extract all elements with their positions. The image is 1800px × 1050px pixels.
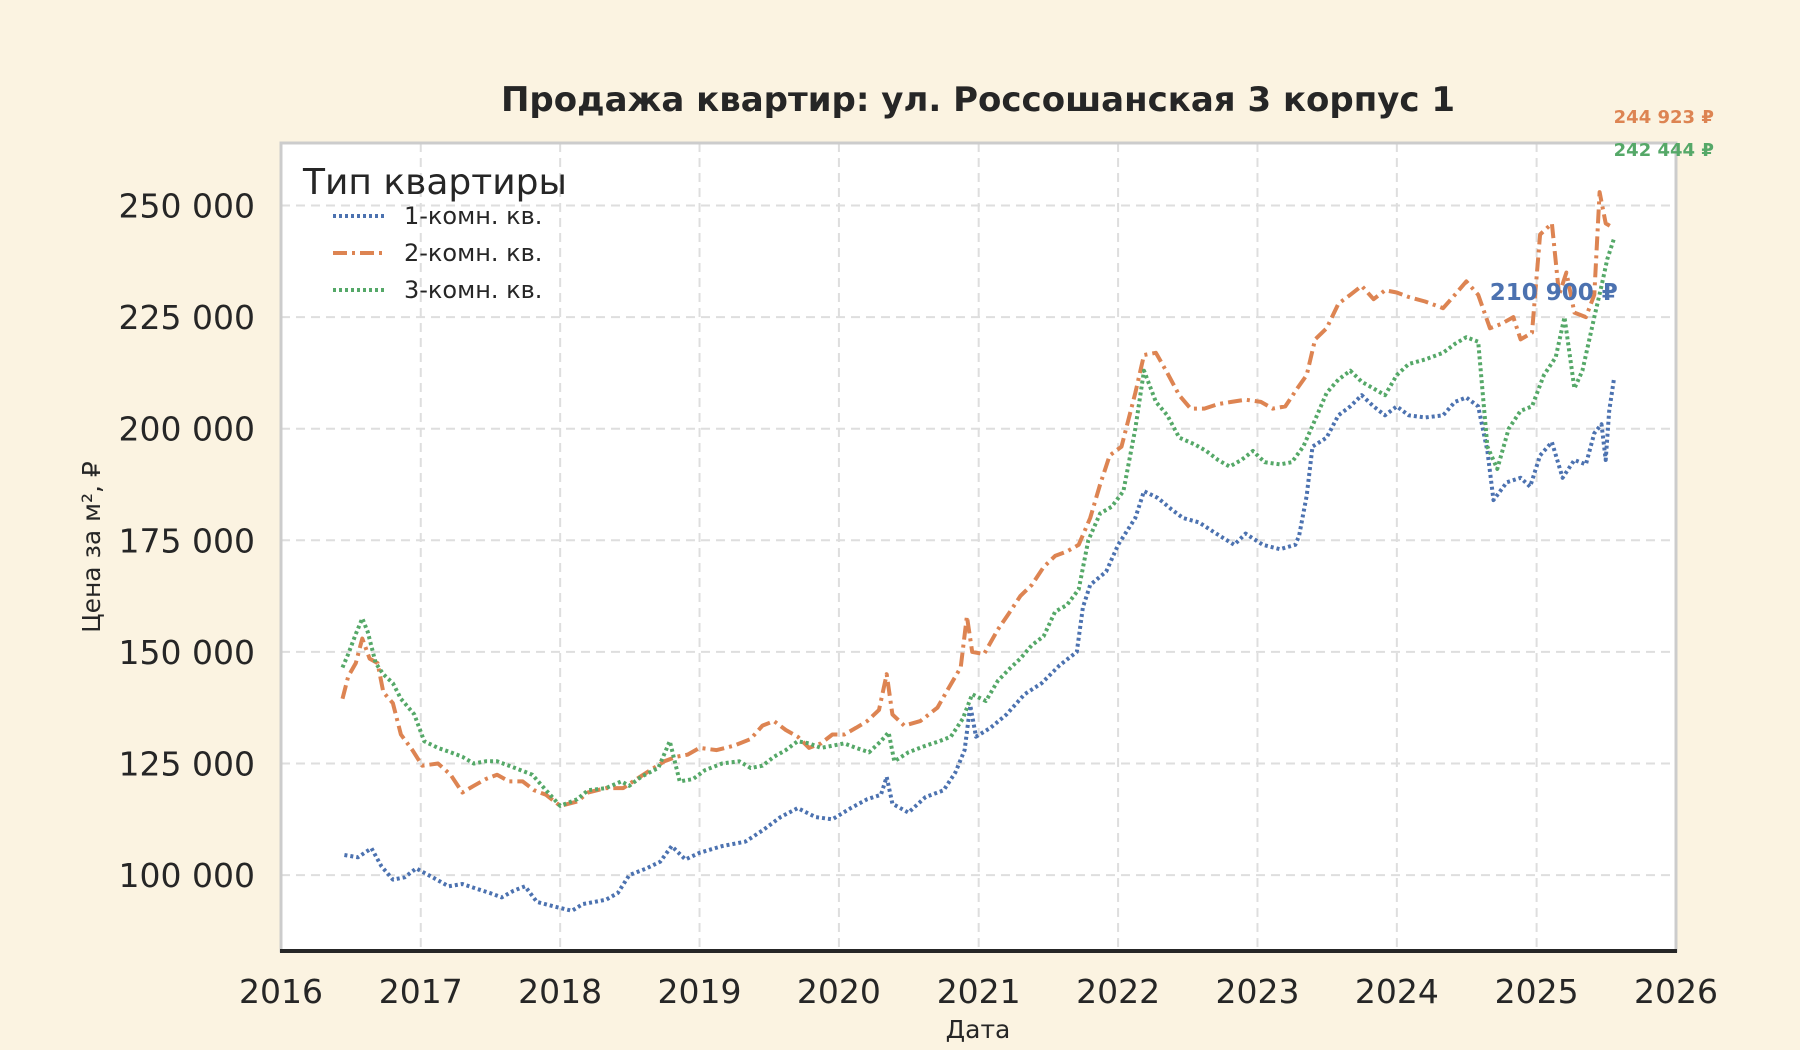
x-tick-label: 2017 xyxy=(379,972,463,1011)
x-tick-label: 2022 xyxy=(1076,972,1160,1011)
legend: Тип квартиры 1-комн. кв. 2-комн. кв. 3-ком… xyxy=(302,162,567,304)
y-tick-label: 200 000 xyxy=(119,410,255,449)
y-tick-label: 175 000 xyxy=(119,521,255,560)
legend-entries: 1-комн. кв. 2-комн. кв. 3-комн. кв. xyxy=(333,202,542,304)
legend-label-2: 2-комн. кв. xyxy=(404,239,542,267)
series-line-2 xyxy=(340,190,1615,808)
series-line-3 xyxy=(340,238,1616,808)
x-tick-label: 2016 xyxy=(239,972,323,1011)
y-tick-label: 225 000 xyxy=(119,298,255,337)
y-axis-ticks: 100 000 125 000 150 000 175 000 200 000 225 0… xyxy=(119,186,255,895)
legend-label-3: 3-комн. кв. xyxy=(404,276,542,304)
x-tick-label: 2018 xyxy=(518,972,602,1011)
y-tick-label: 250 000 xyxy=(119,186,255,225)
end-value-labels: 210 900 ₽ 244 923 ₽ 242 444 ₽ xyxy=(1490,107,1714,306)
x-tick-label: 2020 xyxy=(797,972,881,1011)
x-tick-label: 2021 xyxy=(937,972,1021,1011)
y-tick-label: 150 000 xyxy=(119,633,255,672)
y-tick-label: 100 000 xyxy=(119,856,255,895)
x-tick-label: 2026 xyxy=(1634,972,1718,1011)
chart-title: Продажа квартир: ул. Россошанская 3 корп… xyxy=(501,80,1455,120)
end-value-label-2: 244 923 ₽ xyxy=(1614,107,1714,128)
x-tick-label: 2023 xyxy=(1215,972,1299,1011)
x-axis-label: Дата xyxy=(946,1015,1011,1044)
series-lines xyxy=(340,190,1616,913)
end-value-label-1: 210 900 ₽ xyxy=(1490,280,1618,306)
y-tick-label: 125 000 xyxy=(119,745,255,784)
plot-area-background xyxy=(281,143,1676,951)
y-axis-label: Цена за м², ₽ xyxy=(77,461,106,633)
end-value-label-3: 242 444 ₽ xyxy=(1614,140,1714,161)
x-axis-ticks: 2016 2017 2018 2019 2020 2021 2022 2023 2024 2025… xyxy=(239,972,1718,1011)
legend-title: Тип квартиры xyxy=(302,162,567,203)
x-tick-label: 2025 xyxy=(1495,972,1579,1011)
x-tick-label: 2024 xyxy=(1355,972,1439,1011)
legend-label-1: 1-комн. кв. xyxy=(404,202,542,230)
series-line-1 xyxy=(344,379,1616,913)
x-tick-label: 2019 xyxy=(658,972,742,1011)
